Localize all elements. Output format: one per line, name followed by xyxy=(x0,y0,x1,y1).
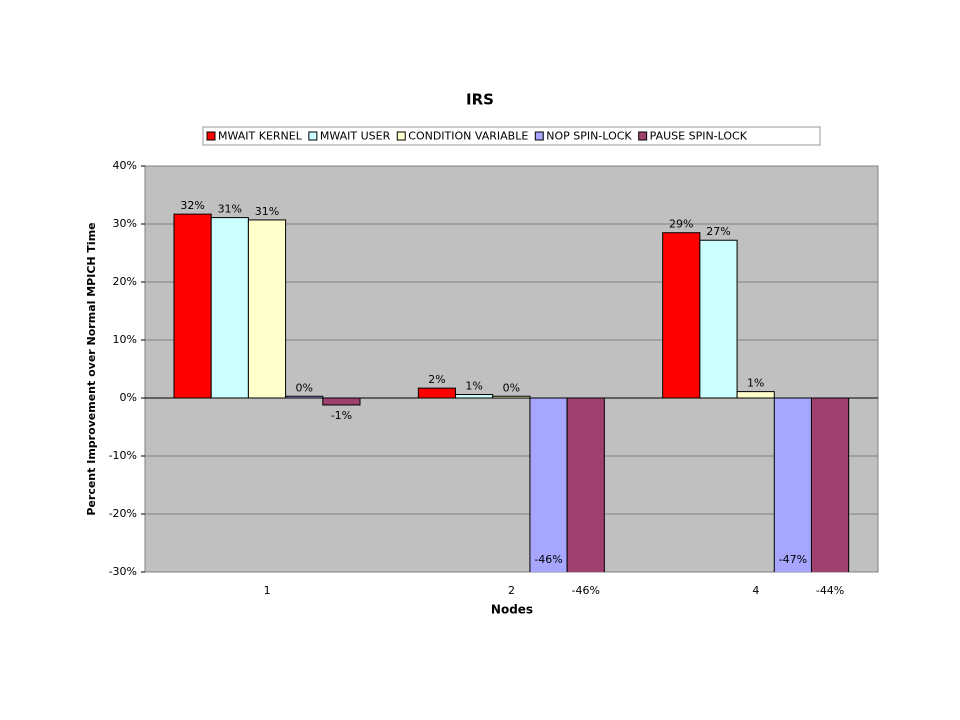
data-label: 0% xyxy=(295,381,312,394)
x-tick-label: 1 xyxy=(264,584,271,597)
data-label: -46% xyxy=(572,584,600,597)
data-label: -47% xyxy=(779,553,807,566)
legend-swatch xyxy=(534,131,544,141)
data-label: 31% xyxy=(218,203,242,216)
y-tick-label: 40% xyxy=(113,159,137,172)
data-label: 0% xyxy=(503,381,520,394)
bar xyxy=(492,395,531,399)
legend-swatch xyxy=(206,131,216,141)
legend-label: CONDITION VARIABLE xyxy=(408,130,528,143)
data-label: -46% xyxy=(534,553,562,566)
bar xyxy=(662,232,701,399)
bar xyxy=(210,217,249,399)
y-tick-label: -20% xyxy=(109,507,137,520)
legend-label: NOP SPIN-LOCK xyxy=(546,130,632,143)
data-label: 29% xyxy=(669,218,693,231)
bar xyxy=(173,213,212,399)
y-tick-label: 0% xyxy=(120,391,137,404)
legend-swatch xyxy=(308,131,318,141)
data-label: -44% xyxy=(816,584,844,597)
bar xyxy=(417,387,457,399)
y-tick-label: 30% xyxy=(113,217,137,230)
bar xyxy=(810,397,850,572)
bar xyxy=(322,397,361,406)
y-axis-label: Percent Improvement over Normal MPICH Ti… xyxy=(85,222,98,515)
data-label: 1% xyxy=(465,380,482,393)
chart-title: IRS xyxy=(466,91,494,109)
data-label: 32% xyxy=(180,199,204,212)
data-label: 1% xyxy=(747,377,764,390)
y-tick-label: -30% xyxy=(109,565,137,578)
legend-label: MWAIT USER xyxy=(320,130,391,143)
bar xyxy=(247,219,287,399)
bar xyxy=(455,394,494,399)
y-tick-label: -10% xyxy=(109,449,137,462)
data-label: 31% xyxy=(255,205,279,218)
bar xyxy=(773,397,812,572)
legend xyxy=(202,126,821,146)
x-tick-label: 4 xyxy=(752,584,759,597)
legend-swatch xyxy=(396,131,406,141)
bar xyxy=(736,391,775,399)
bars xyxy=(173,213,850,572)
x-tick-label: 2 xyxy=(508,584,515,597)
bar xyxy=(566,397,605,572)
x-axis-label: Nodes xyxy=(491,603,533,617)
data-label: 27% xyxy=(706,225,730,238)
data-label: 2% xyxy=(428,373,445,386)
y-tick-label: 10% xyxy=(113,333,137,346)
bar xyxy=(699,239,738,399)
bar xyxy=(285,395,324,399)
legend-label: MWAIT KERNEL xyxy=(218,130,303,143)
legend-swatch xyxy=(638,131,648,141)
legend-label: PAUSE SPIN-LOCK xyxy=(650,130,748,143)
y-tick-label: 20% xyxy=(113,275,137,288)
data-label: -1% xyxy=(331,409,352,422)
